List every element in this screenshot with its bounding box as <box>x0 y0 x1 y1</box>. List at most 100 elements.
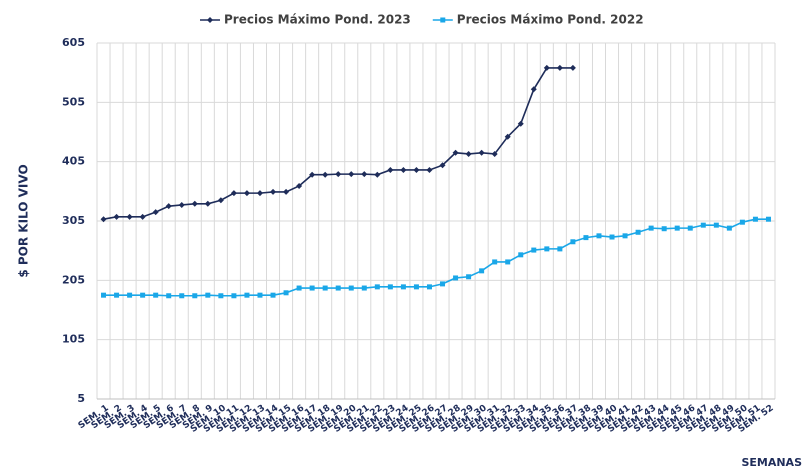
data-point <box>205 292 211 298</box>
data-point <box>322 171 329 178</box>
data-point <box>374 284 380 290</box>
data-point <box>309 285 315 291</box>
data-point <box>413 284 419 290</box>
y-tick-label: 105 <box>62 333 85 346</box>
data-point <box>165 203 172 210</box>
y-tick-label: 205 <box>62 273 85 286</box>
data-point <box>361 171 368 178</box>
data-point <box>440 281 446 287</box>
data-point <box>152 209 159 216</box>
data-point <box>400 166 407 173</box>
data-point <box>453 275 459 281</box>
data-point <box>583 235 589 241</box>
data-point <box>557 246 563 252</box>
data-point <box>178 201 185 208</box>
data-point <box>518 252 524 258</box>
data-point <box>609 234 615 240</box>
data-point <box>114 292 120 298</box>
data-point <box>204 200 211 207</box>
data-point <box>543 64 550 71</box>
data-point <box>348 171 355 178</box>
data-point <box>439 162 446 169</box>
data-point <box>100 216 107 223</box>
data-point <box>556 64 563 71</box>
data-point <box>569 64 576 71</box>
data-point <box>296 182 303 189</box>
data-point <box>166 293 172 299</box>
data-point <box>400 284 406 290</box>
data-point <box>361 285 367 291</box>
data-point <box>426 166 433 173</box>
data-point <box>713 222 719 228</box>
data-point <box>309 171 316 178</box>
data-point <box>374 171 381 178</box>
data-point <box>283 290 289 296</box>
data-point <box>570 239 576 245</box>
data-point <box>765 216 771 222</box>
data-point <box>387 166 394 173</box>
data-point <box>191 200 198 207</box>
y-axis-label: $ POR KILO VIVO <box>17 164 31 277</box>
data-point <box>700 222 706 228</box>
data-point <box>505 259 511 265</box>
data-point <box>126 213 133 220</box>
data-point <box>322 285 328 291</box>
data-point <box>270 188 277 195</box>
data-point <box>387 284 393 290</box>
data-point <box>426 284 432 290</box>
data-point <box>530 86 537 93</box>
data-point <box>622 233 628 239</box>
data-point <box>413 166 420 173</box>
data-point <box>230 190 237 197</box>
data-point <box>140 292 146 298</box>
data-point <box>296 285 302 291</box>
y-tick-label: 5 <box>77 392 85 405</box>
data-point <box>217 197 224 204</box>
data-point <box>544 246 550 252</box>
y-tick-label: 305 <box>62 214 85 227</box>
data-point <box>256 190 263 197</box>
y-tick-label: 605 <box>62 36 85 49</box>
data-point <box>283 188 290 195</box>
data-point <box>244 292 250 298</box>
data-point <box>179 293 185 299</box>
data-point <box>648 225 654 231</box>
data-point <box>139 213 146 220</box>
legend-label: Precios Máximo Pond. 2023 <box>224 13 411 27</box>
legend-label: Precios Máximo Pond. 2022 <box>457 13 644 27</box>
data-point <box>674 225 680 231</box>
data-point <box>153 292 159 298</box>
data-point <box>517 120 524 127</box>
data-point <box>478 149 485 156</box>
data-point <box>231 293 237 299</box>
data-point <box>192 293 198 299</box>
data-point <box>218 293 224 299</box>
x-axis-label: SEMANAS <box>741 456 802 469</box>
data-point <box>504 133 511 140</box>
data-point <box>726 225 732 231</box>
data-point <box>531 247 537 253</box>
legend-marker <box>207 17 213 23</box>
y-tick-label: 405 <box>62 155 85 168</box>
series-line <box>103 67 573 221</box>
data-point <box>739 219 745 225</box>
data-point <box>491 150 498 157</box>
data-point <box>635 229 641 235</box>
data-point <box>270 292 276 298</box>
data-point <box>466 274 472 280</box>
data-point <box>257 292 263 298</box>
data-point <box>101 292 107 298</box>
data-point <box>687 225 693 231</box>
series-line <box>103 218 769 297</box>
data-point <box>492 259 498 265</box>
data-point <box>113 213 120 220</box>
data-point <box>465 150 472 157</box>
data-point <box>243 190 250 197</box>
data-point <box>479 268 485 274</box>
data-point <box>335 171 342 178</box>
data-point <box>596 233 602 239</box>
data-point <box>127 292 133 298</box>
data-point <box>335 285 341 291</box>
data-point <box>661 226 667 232</box>
